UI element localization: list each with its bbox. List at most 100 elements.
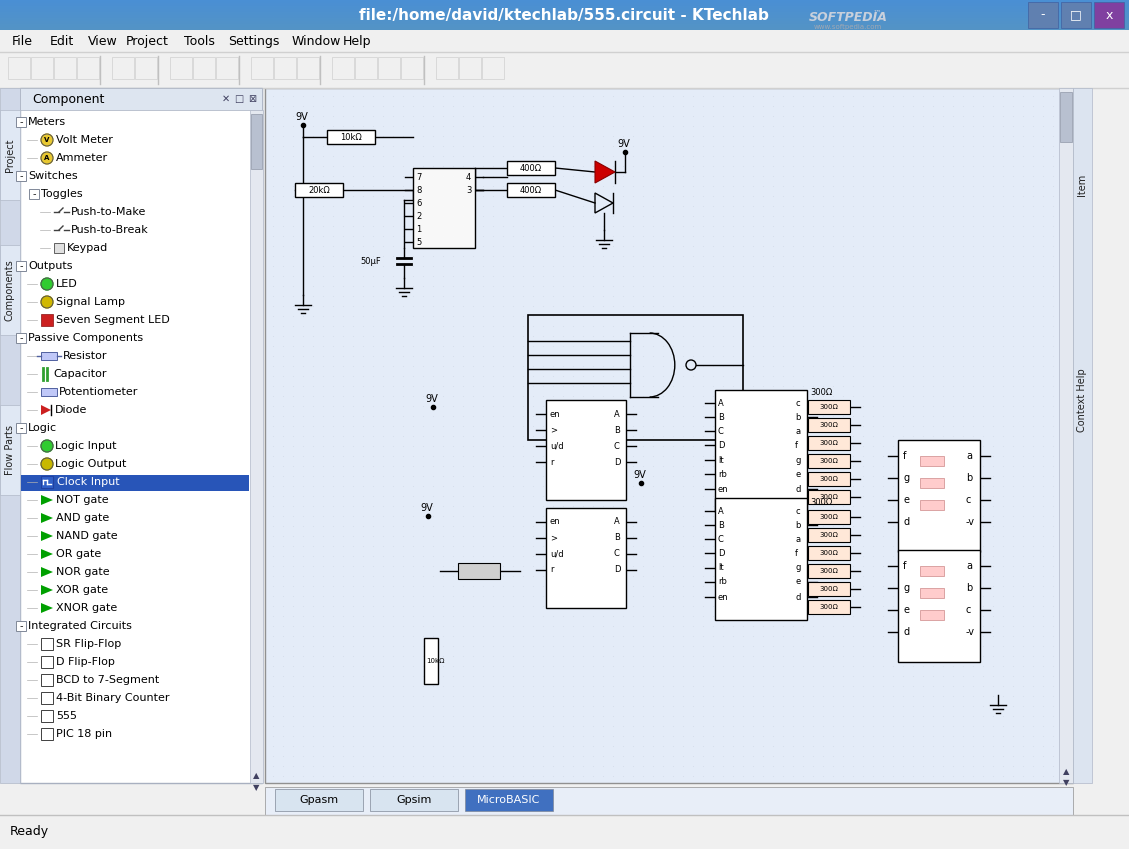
Text: c: c (966, 605, 971, 615)
Bar (0, 0, 1129, 1)
Text: Integrated Circuits: Integrated Circuits (28, 621, 132, 631)
Bar (0, 815, 1129, 849)
Bar (16, 333, 26, 343)
Bar (0, 30, 1129, 52)
Bar (0, 16, 1129, 17)
Text: Diode: Diode (55, 405, 87, 415)
Bar (20, 88, 262, 110)
Bar (808, 400, 850, 414)
Bar (808, 436, 850, 450)
Bar (0, 8, 1129, 9)
Text: File: File (12, 35, 33, 48)
Bar (265, 787, 1073, 815)
Text: D Flip-Flop: D Flip-Flop (56, 657, 115, 667)
Text: 300Ω: 300Ω (820, 404, 839, 410)
Bar (808, 490, 850, 504)
Text: D: D (718, 441, 725, 449)
Text: B: B (718, 413, 724, 421)
Text: lt: lt (718, 456, 724, 464)
Bar (1094, 2, 1124, 28)
Text: D: D (718, 548, 725, 558)
Bar (715, 390, 807, 512)
Bar (297, 57, 320, 79)
Bar (0, 88, 20, 783)
Text: 3: 3 (466, 185, 472, 194)
Polygon shape (41, 495, 53, 505)
Text: Toggles: Toggles (41, 189, 82, 199)
Bar (41, 656, 53, 668)
Text: Outputs: Outputs (28, 261, 72, 271)
Bar (808, 564, 850, 578)
Bar (1073, 88, 1092, 783)
Text: D: D (614, 565, 621, 575)
Text: 8: 8 (415, 185, 421, 194)
Bar (193, 57, 215, 79)
Text: b: b (795, 520, 800, 530)
Text: 9V: 9V (295, 112, 308, 122)
Text: 50µF: 50µF (360, 257, 380, 267)
Text: ™: ™ (873, 8, 882, 18)
Bar (16, 261, 26, 271)
Bar (251, 114, 262, 169)
Text: 4: 4 (466, 172, 471, 182)
Text: -: - (19, 423, 23, 433)
Text: C: C (718, 426, 724, 436)
Text: 400Ω: 400Ω (520, 164, 542, 172)
Text: Tools: Tools (184, 35, 215, 48)
Text: Settings: Settings (228, 35, 279, 48)
Text: 20kΩ: 20kΩ (308, 185, 330, 194)
Polygon shape (41, 405, 51, 415)
Text: 6: 6 (415, 199, 421, 207)
Text: 5: 5 (415, 238, 421, 246)
Circle shape (41, 278, 53, 290)
Text: OR gate: OR gate (56, 549, 102, 559)
Bar (21, 475, 250, 491)
Bar (715, 498, 807, 620)
Bar (355, 57, 377, 79)
Bar (808, 510, 850, 524)
Bar (0, 12, 1129, 13)
Text: g: g (903, 473, 909, 483)
Bar (460, 57, 481, 79)
Text: Meters: Meters (28, 117, 67, 127)
Text: f: f (795, 441, 798, 449)
Text: PIC 18 pin: PIC 18 pin (56, 729, 112, 739)
Bar (16, 621, 26, 631)
Bar (898, 550, 980, 662)
Bar (546, 508, 625, 608)
Text: 1: 1 (415, 224, 421, 233)
Text: NOR gate: NOR gate (56, 567, 110, 577)
Text: Capacitor: Capacitor (53, 369, 106, 379)
Text: -v: -v (966, 627, 975, 637)
Bar (0, 20, 1129, 21)
Text: 300Ω: 300Ω (820, 458, 839, 464)
Text: A: A (614, 409, 620, 419)
Text: d: d (903, 627, 909, 637)
Circle shape (41, 296, 53, 308)
Text: g: g (795, 564, 800, 572)
Text: -: - (19, 333, 23, 343)
Bar (0, 3, 1129, 4)
Text: -: - (19, 171, 23, 181)
Text: f: f (903, 561, 907, 571)
Text: b: b (966, 583, 972, 593)
Text: g: g (903, 583, 909, 593)
Text: Project: Project (126, 35, 169, 48)
Bar (41, 638, 53, 650)
Bar (250, 110, 263, 783)
Bar (0, 6, 1129, 7)
Bar (0, 245, 20, 335)
Text: en: en (718, 593, 728, 601)
Text: Gpsim: Gpsim (396, 795, 431, 805)
Text: en: en (718, 485, 728, 493)
Text: d: d (795, 485, 800, 493)
Bar (0, 10, 1129, 11)
Text: NOT gate: NOT gate (56, 495, 108, 505)
Text: 2: 2 (415, 211, 421, 221)
Bar (0, 14, 1129, 15)
Bar (1029, 2, 1058, 28)
Text: Push-to-Make: Push-to-Make (71, 207, 147, 217)
Bar (1059, 88, 1073, 783)
Bar (112, 57, 134, 79)
Circle shape (41, 152, 53, 164)
